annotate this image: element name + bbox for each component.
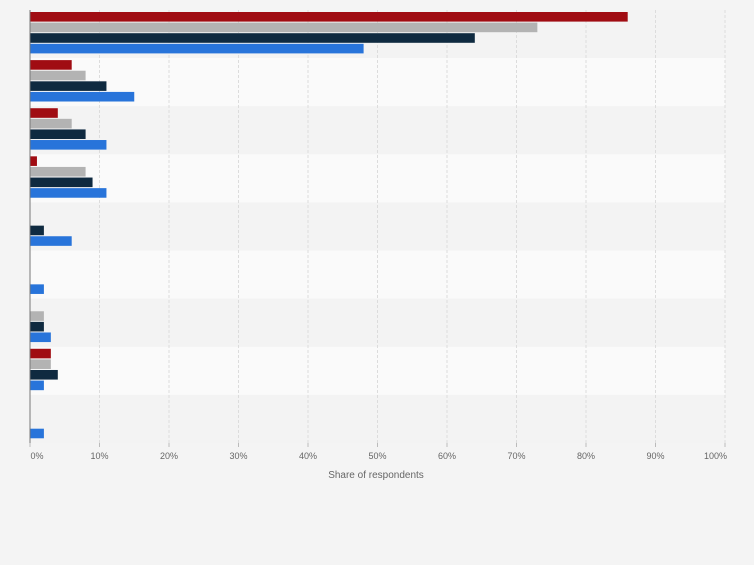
x-tick-label: 0% (30, 451, 43, 461)
bar[interactable] (30, 22, 538, 33)
x-axis: 0% 10% 20% 30% 40% 50% 60% 70% 80% 90% 100% (29, 10, 727, 461)
bar[interactable] (30, 81, 107, 91)
bar[interactable] (30, 348, 51, 359)
bar[interactable] (30, 369, 58, 380)
x-axis-title: Share of respondents (328, 470, 424, 481)
x-tick-label: 40% (299, 451, 317, 461)
bar[interactable] (30, 284, 44, 294)
bar[interactable] (30, 380, 44, 391)
x-tick-label: 30% (229, 451, 247, 461)
bar[interactable] (30, 33, 475, 43)
bar[interactable] (30, 311, 44, 321)
bar[interactable] (30, 108, 58, 118)
bar[interactable] (30, 60, 72, 70)
bar[interactable] (30, 177, 93, 188)
category-group (30, 348, 58, 391)
bar[interactable] (30, 43, 364, 54)
category-group (30, 428, 44, 439)
category-group (30, 225, 72, 246)
x-tick-label: 50% (368, 451, 386, 461)
x-tick-label: 90% (646, 451, 664, 461)
bar[interactable] (30, 91, 135, 102)
category-group (30, 108, 107, 150)
bar[interactable] (30, 129, 86, 140)
bar[interactable] (30, 12, 628, 22)
bars (30, 12, 628, 439)
bar[interactable] (30, 118, 72, 129)
gridlines (99, 10, 726, 443)
bar[interactable] (30, 321, 44, 332)
category-group (30, 60, 135, 102)
category-group (30, 12, 628, 54)
x-tick-label: 20% (160, 451, 178, 461)
category-group (30, 311, 51, 343)
bar[interactable] (30, 225, 44, 236)
x-tick-label: 70% (507, 451, 525, 461)
category-group (30, 284, 44, 294)
x-tick-label: 60% (438, 451, 456, 461)
bar[interactable] (30, 428, 44, 439)
bar[interactable] (30, 156, 37, 166)
x-tick-label: 10% (90, 451, 108, 461)
x-tick-label: 80% (577, 451, 595, 461)
bar[interactable] (30, 70, 86, 81)
category-group (30, 156, 107, 198)
bar[interactable] (30, 332, 51, 343)
bar[interactable] (30, 166, 86, 177)
bar[interactable] (30, 140, 107, 150)
bar[interactable] (30, 359, 51, 369)
x-tick-label: 100% (704, 451, 727, 461)
bar[interactable] (30, 188, 107, 198)
bar[interactable] (30, 236, 72, 246)
